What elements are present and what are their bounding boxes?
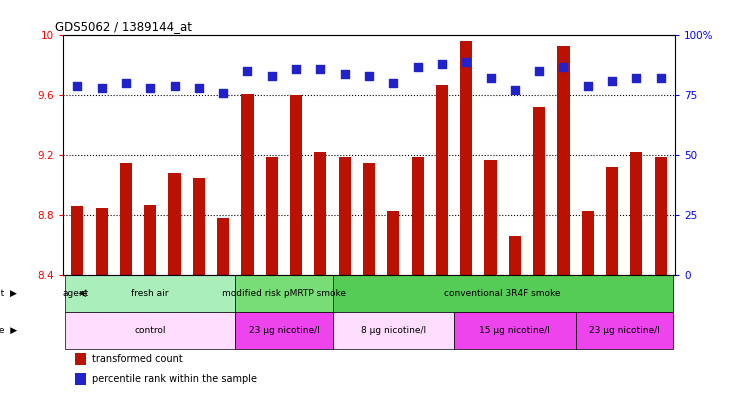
Point — [485, 75, 497, 82]
Point — [314, 66, 326, 72]
Text: fresh air: fresh air — [131, 289, 169, 298]
Bar — [606, 167, 618, 275]
Bar — [333, 312, 454, 349]
Point — [72, 83, 83, 89]
Bar — [120, 163, 132, 275]
Point — [339, 71, 351, 77]
Text: dose  ▶: dose ▶ — [0, 326, 17, 335]
Bar — [95, 208, 108, 275]
Point — [436, 61, 448, 67]
Bar — [75, 353, 86, 365]
Bar — [144, 205, 156, 275]
Bar — [412, 157, 424, 275]
Bar — [290, 95, 302, 275]
Point — [193, 85, 204, 91]
Point — [145, 85, 156, 91]
Bar — [576, 312, 673, 349]
Bar — [65, 275, 235, 312]
Bar — [193, 178, 205, 275]
Bar — [508, 236, 521, 275]
Text: 8 µg nicotine/l: 8 µg nicotine/l — [361, 326, 426, 335]
Point — [241, 68, 253, 74]
Point — [461, 59, 472, 65]
Point — [412, 63, 424, 70]
Point — [169, 83, 181, 89]
Bar — [461, 41, 472, 275]
Bar — [454, 312, 576, 349]
Bar — [333, 275, 673, 312]
Text: transformed count: transformed count — [92, 354, 183, 364]
Bar — [387, 211, 399, 275]
Bar — [168, 173, 181, 275]
Bar — [557, 46, 570, 275]
Bar — [235, 312, 333, 349]
Bar — [533, 107, 545, 275]
Bar — [630, 152, 643, 275]
Text: 15 µg nicotine/l: 15 µg nicotine/l — [480, 326, 551, 335]
Point — [217, 90, 229, 96]
Text: 23 µg nicotine/l: 23 µg nicotine/l — [249, 326, 320, 335]
Point — [363, 73, 375, 79]
Point — [387, 80, 399, 86]
Bar — [266, 157, 277, 275]
Bar — [75, 373, 86, 385]
Text: modified risk pMRTP smoke: modified risk pMRTP smoke — [222, 289, 346, 298]
Bar — [235, 275, 333, 312]
Point — [582, 83, 593, 89]
Text: agent  ▶: agent ▶ — [0, 289, 17, 298]
Text: GDS5062 / 1389144_at: GDS5062 / 1389144_at — [55, 20, 193, 33]
Text: agent: agent — [63, 289, 89, 298]
Bar — [436, 85, 448, 275]
Point — [534, 68, 545, 74]
Bar — [65, 312, 235, 349]
Bar — [484, 160, 497, 275]
Bar — [339, 157, 351, 275]
Point — [606, 78, 618, 84]
Point — [509, 87, 521, 94]
Bar — [582, 211, 594, 275]
Text: 23 µg nicotine/l: 23 µg nicotine/l — [589, 326, 660, 335]
Text: conventional 3R4F smoke: conventional 3R4F smoke — [444, 289, 561, 298]
Point — [630, 75, 642, 82]
Bar — [363, 163, 375, 275]
Point — [290, 66, 302, 72]
Text: control: control — [134, 326, 166, 335]
Point — [557, 63, 569, 70]
Bar — [314, 152, 326, 275]
Point — [96, 85, 108, 91]
Bar — [241, 94, 254, 275]
Point — [655, 75, 666, 82]
Bar — [655, 157, 666, 275]
Text: percentile rank within the sample: percentile rank within the sample — [92, 374, 257, 384]
Point — [266, 73, 277, 79]
Bar — [217, 218, 230, 275]
Bar — [72, 206, 83, 275]
Point — [120, 80, 132, 86]
